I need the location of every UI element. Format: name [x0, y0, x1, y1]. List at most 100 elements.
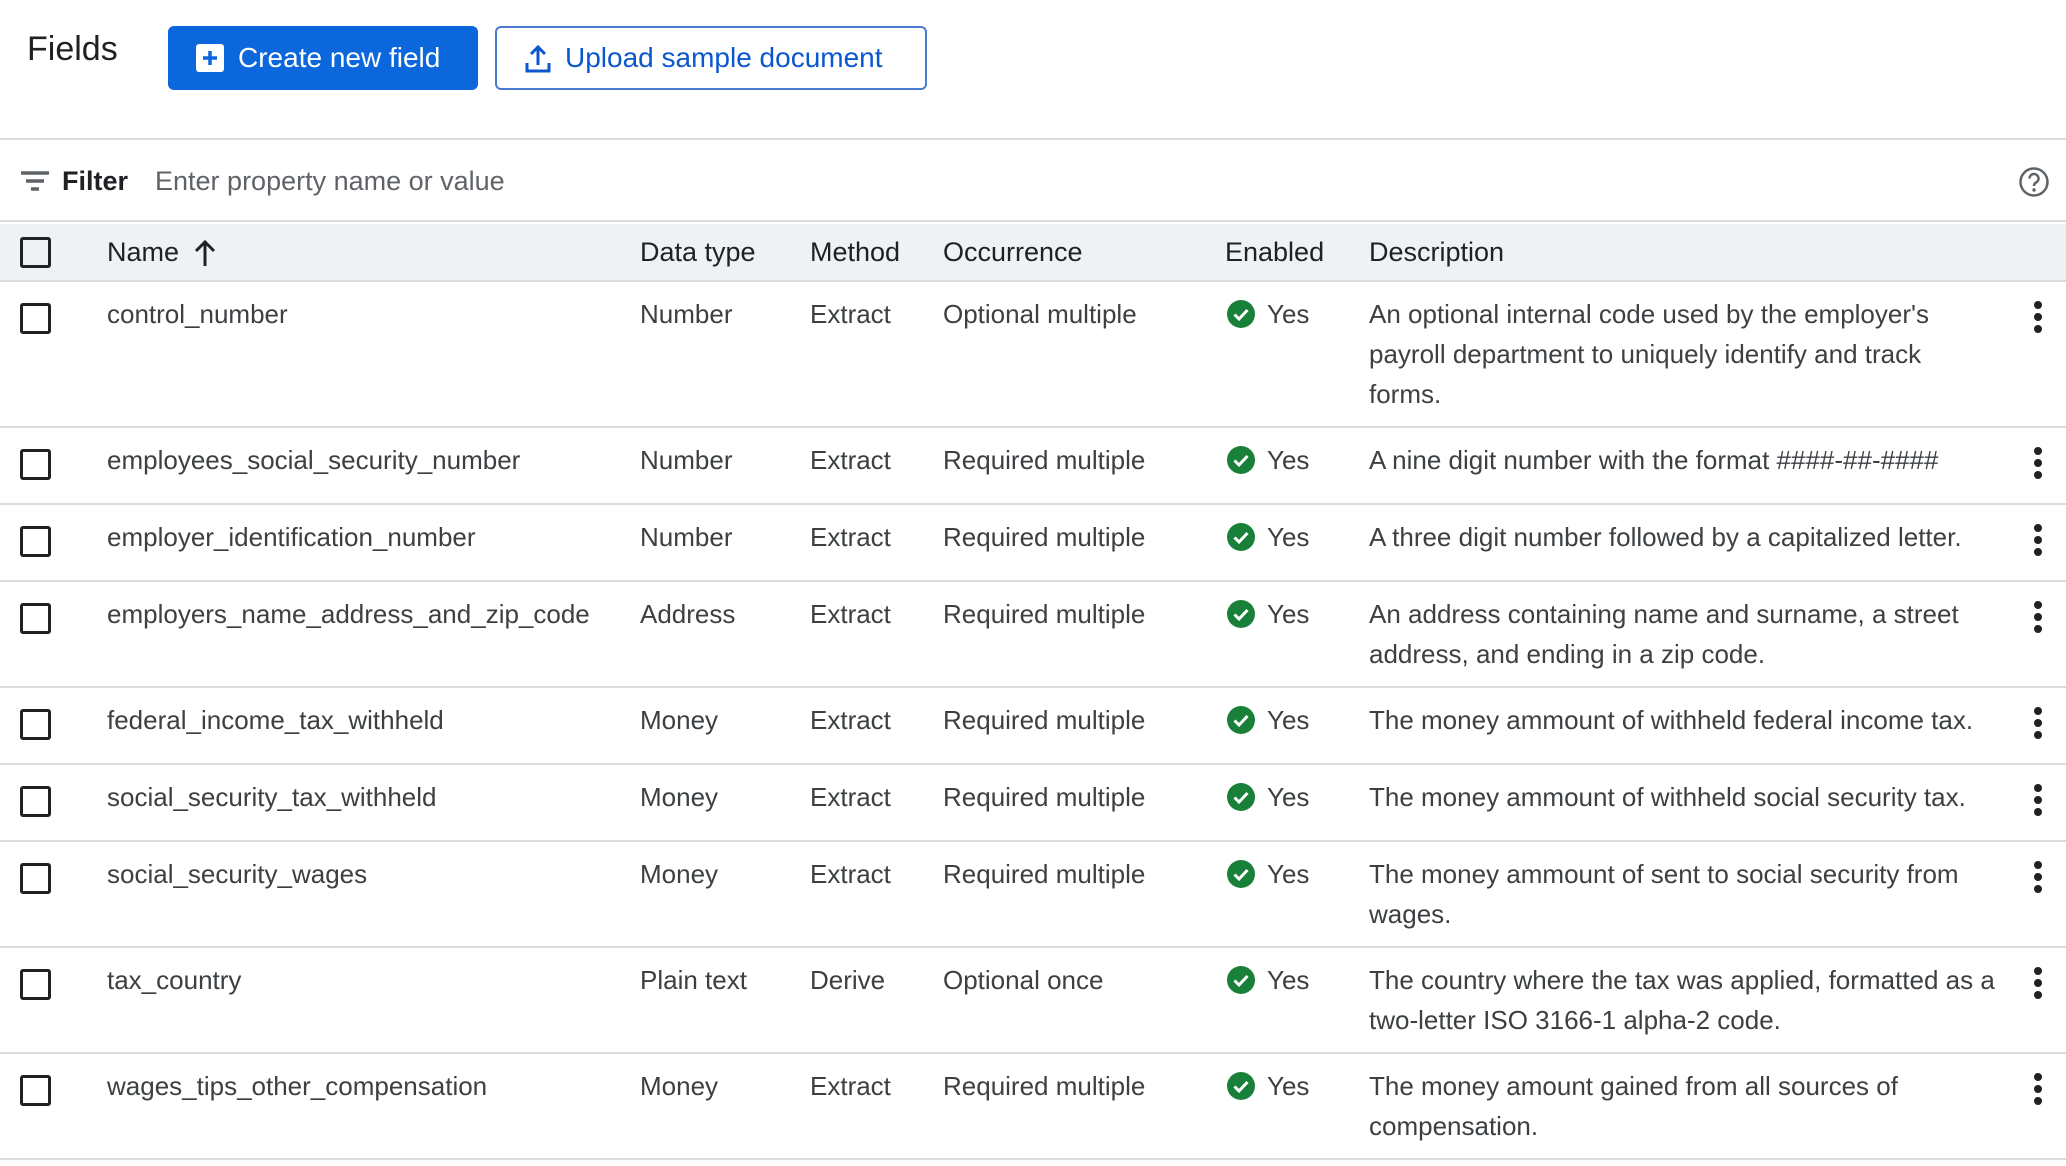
row-checkbox[interactable]: [20, 1074, 51, 1106]
field-name: control_number: [107, 281, 640, 428]
filter-icon: [21, 171, 49, 191]
upload-sample-document-button[interactable]: Upload sample document: [495, 26, 927, 90]
upload-sample-document-label: Upload sample document: [565, 42, 883, 73]
more-options-icon[interactable]: [2033, 783, 2043, 817]
field-data-type: Money: [640, 764, 810, 842]
column-header-occurrence[interactable]: Occurrence: [943, 224, 1225, 282]
more-options-icon[interactable]: [2033, 446, 2043, 480]
enabled-status: Yes: [1225, 700, 1309, 740]
field-description: An optional internal code used by the em…: [1369, 281, 2009, 428]
field-method: Extract: [810, 427, 943, 505]
help-icon[interactable]: [2018, 166, 2050, 198]
enabled-label: Yes: [1267, 299, 1310, 329]
field-method: Extract: [810, 504, 943, 582]
check-circle-icon: [1227, 860, 1255, 888]
page-header: Fields Create new field Upload sample do…: [0, 0, 2066, 140]
enabled-status: Yes: [1225, 594, 1309, 634]
field-name: social_security_tax_withheld: [107, 764, 640, 842]
fields-table: Name Data type Method Occurrence Enabled…: [0, 224, 2066, 1160]
field-method: Derive: [810, 947, 943, 1054]
field-method: Extract: [810, 841, 943, 948]
enabled-status: Yes: [1225, 440, 1309, 480]
check-circle-icon: [1227, 523, 1255, 551]
column-header-description[interactable]: Description: [1369, 224, 2009, 282]
field-method: Extract: [810, 1053, 943, 1160]
field-method: Extract: [810, 687, 943, 765]
more-options-icon[interactable]: [2033, 966, 2043, 1000]
more-options-icon[interactable]: [2033, 860, 2043, 894]
create-new-field-button[interactable]: Create new field: [168, 26, 478, 90]
column-header-data-type[interactable]: Data type: [640, 224, 810, 282]
enabled-status: Yes: [1225, 1066, 1309, 1106]
row-checkbox[interactable]: [20, 525, 51, 557]
create-new-field-label: Create new field: [238, 42, 441, 73]
field-name: employers_name_address_and_zip_code: [107, 581, 640, 688]
upload-icon: [525, 44, 551, 73]
field-name: employees_social_security_number: [107, 427, 640, 505]
sort-ascending-icon[interactable]: [193, 239, 217, 267]
more-options-icon[interactable]: [2033, 706, 2043, 740]
field-occurrence: Optional once: [943, 947, 1225, 1054]
more-options-icon[interactable]: [2033, 600, 2043, 634]
check-circle-icon: [1227, 300, 1255, 328]
table-row[interactable]: employees_social_security_number Number Ex…: [0, 427, 2066, 505]
check-circle-icon: [1227, 446, 1255, 474]
field-description: The money amount gained from all sources…: [1369, 1053, 2009, 1160]
more-options-icon[interactable]: [2033, 1072, 2043, 1106]
enabled-status: Yes: [1225, 517, 1309, 557]
row-checkbox[interactable]: [20, 862, 51, 894]
field-data-type: Number: [640, 504, 810, 582]
field-name: social_security_wages: [107, 841, 640, 948]
field-occurrence: Required multiple: [943, 841, 1225, 948]
column-header-enabled[interactable]: Enabled: [1225, 224, 1369, 282]
field-name: employer_identification_number: [107, 504, 640, 582]
check-circle-icon: [1227, 966, 1255, 994]
field-occurrence: Required multiple: [943, 764, 1225, 842]
table-row[interactable]: employer_identification_number Number Extr…: [0, 504, 2066, 582]
table-row[interactable]: control_number Number Extract Optional mult…: [0, 281, 2066, 428]
table-row[interactable]: tax_country Plain text Derive Optional once…: [0, 947, 2066, 1054]
field-name: tax_country: [107, 947, 640, 1054]
table-row[interactable]: social_security_wages Money Extract Require…: [0, 841, 2066, 948]
filter-input[interactable]: [155, 165, 1456, 197]
enabled-label: Yes: [1267, 599, 1310, 629]
row-checkbox[interactable]: [20, 708, 51, 740]
row-checkbox[interactable]: [20, 602, 51, 634]
more-options-icon[interactable]: [2033, 523, 2043, 557]
field-description: The country where the tax was applied, f…: [1369, 947, 2009, 1054]
field-method: Extract: [810, 764, 943, 842]
column-header-name-label: Name: [107, 236, 180, 267]
row-checkbox[interactable]: [20, 785, 51, 817]
field-data-type: Number: [640, 427, 810, 505]
enabled-status: Yes: [1225, 777, 1309, 817]
column-header-actions: [2009, 224, 2066, 282]
table-row[interactable]: social_security_tax_withheld Money Extract…: [0, 764, 2066, 842]
check-circle-icon: [1227, 1072, 1255, 1100]
row-checkbox[interactable]: [20, 968, 51, 1000]
column-header-name[interactable]: Name: [107, 224, 640, 282]
field-occurrence: Required multiple: [943, 687, 1225, 765]
row-checkbox[interactable]: [20, 302, 51, 334]
field-method: Extract: [810, 581, 943, 688]
column-header-method[interactable]: Method: [810, 224, 943, 282]
field-name: federal_income_tax_withheld: [107, 687, 640, 765]
table-row[interactable]: federal_income_tax_withheld Money Extract R…: [0, 687, 2066, 765]
field-description: The money ammount of withheld social sec…: [1369, 764, 2009, 842]
field-description: The money ammount of sent to social secu…: [1369, 841, 2009, 948]
enabled-label: Yes: [1267, 705, 1310, 735]
enabled-label: Yes: [1267, 522, 1310, 552]
table-row[interactable]: employers_name_address_and_zip_code Addre…: [0, 581, 2066, 688]
field-name: wages_tips_other_compensation: [107, 1053, 640, 1160]
field-data-type: Plain text: [640, 947, 810, 1054]
table-row[interactable]: wages_tips_other_compensation Money Extrac…: [0, 1053, 2066, 1160]
enabled-label: Yes: [1267, 445, 1310, 475]
field-description: An address containing name and surname, …: [1369, 581, 2009, 688]
more-options-icon[interactable]: [2033, 300, 2043, 334]
row-checkbox[interactable]: [20, 448, 51, 480]
select-all-checkbox[interactable]: [20, 237, 51, 269]
enabled-label: Yes: [1267, 859, 1310, 889]
filter-bar: Filter: [0, 142, 2066, 222]
check-circle-icon: [1227, 706, 1255, 734]
field-description: A three digit number followed by a capit…: [1369, 504, 2009, 582]
field-method: Extract: [810, 281, 943, 428]
